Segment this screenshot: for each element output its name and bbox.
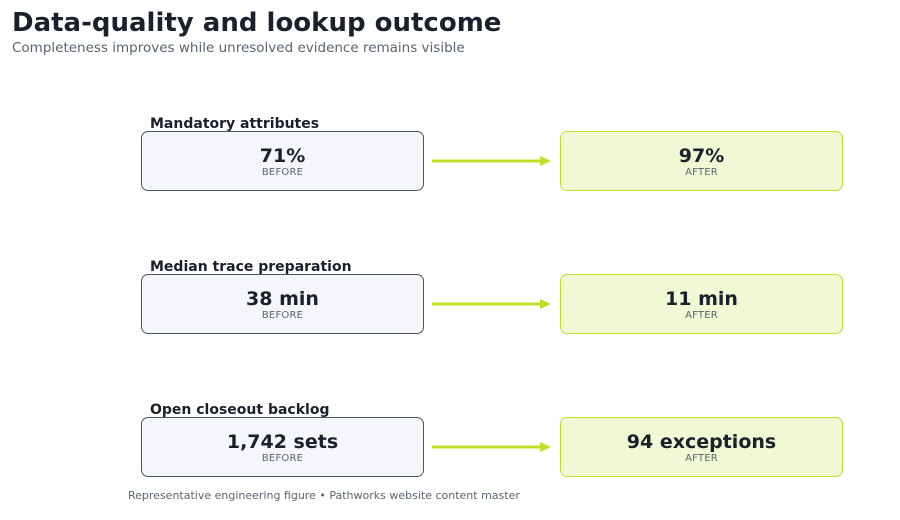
before-box-open-closeout-backlog: 1,742 sets BEFORE xyxy=(141,417,424,477)
before-box-median-trace-preparation: 38 min BEFORE xyxy=(141,274,424,334)
after-tag: AFTER xyxy=(685,453,718,464)
after-box-mandatory-attributes: 97% AFTER xyxy=(560,131,843,191)
before-tag: BEFORE xyxy=(261,453,304,464)
footer-caption: Representative engineering figure • Path… xyxy=(128,489,520,502)
page-title: Data-quality and lookup outcome xyxy=(12,8,502,38)
row-label-median-trace-preparation: Median trace preparation xyxy=(150,259,352,275)
after-value: 97% xyxy=(678,145,725,167)
before-value: 38 min xyxy=(246,288,319,310)
page-subtitle: Completeness improves while unresolved e… xyxy=(12,40,465,56)
after-box-median-trace-preparation: 11 min AFTER xyxy=(560,274,843,334)
arrow-right-icon xyxy=(432,156,551,166)
row-label-mandatory-attributes: Mandatory attributes xyxy=(150,116,320,132)
before-tag: BEFORE xyxy=(261,310,304,321)
before-value: 1,742 sets xyxy=(226,431,339,453)
after-value: 11 min xyxy=(665,288,738,310)
after-tag: AFTER xyxy=(685,310,718,321)
after-tag: AFTER xyxy=(685,167,718,178)
row-label-open-closeout-backlog: Open closeout backlog xyxy=(150,402,330,418)
arrow-right-icon xyxy=(432,299,551,309)
before-box-mandatory-attributes: 71% BEFORE xyxy=(141,131,424,191)
after-value: 94 exceptions xyxy=(626,431,777,453)
before-tag: BEFORE xyxy=(261,167,304,178)
after-box-open-closeout-backlog: 94 exceptions AFTER xyxy=(560,417,843,477)
before-value: 71% xyxy=(259,145,306,167)
arrow-right-icon xyxy=(432,442,551,452)
